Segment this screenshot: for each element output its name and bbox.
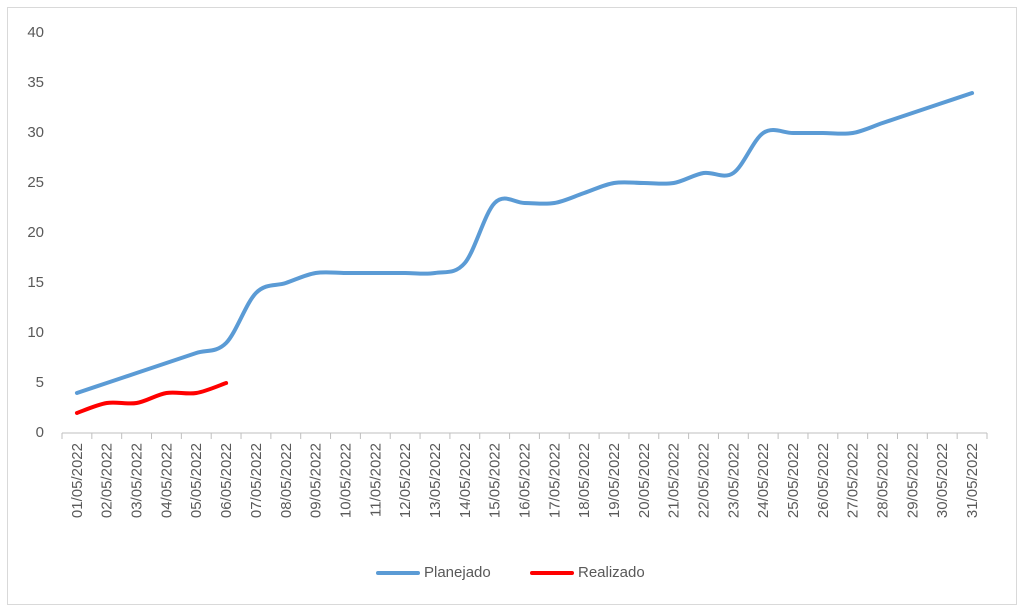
- x-tick-label: 28/05/2022: [875, 443, 892, 518]
- x-tick-label: 03/05/2022: [129, 443, 146, 518]
- x-tick-label: 09/05/2022: [308, 443, 325, 518]
- chart-border: [7, 7, 1017, 605]
- y-tick-label: 10: [27, 324, 44, 341]
- y-tick-label: 25: [27, 174, 44, 191]
- x-tick-label: 15/05/2022: [487, 443, 504, 518]
- x-tick-label: 18/05/2022: [576, 443, 593, 518]
- y-tick-label: 0: [36, 424, 44, 441]
- y-tick-label: 30: [27, 124, 44, 141]
- x-tick-label: 04/05/2022: [158, 443, 175, 518]
- x-tick-label: 06/05/2022: [218, 443, 235, 518]
- x-tick-label: 08/05/2022: [278, 443, 295, 518]
- legend-label: Realizado: [578, 564, 645, 581]
- x-tick-label: 17/05/2022: [546, 443, 563, 518]
- x-tick-label: 19/05/2022: [606, 443, 623, 518]
- x-tick-label: 25/05/2022: [785, 443, 802, 518]
- x-tick-label: 12/05/2022: [397, 443, 414, 518]
- y-tick-label: 15: [27, 274, 44, 291]
- y-tick-label: 35: [27, 74, 44, 91]
- legend-label: Planejado: [424, 564, 491, 581]
- x-tick-label: 26/05/2022: [815, 443, 832, 518]
- y-tick-label: 20: [27, 224, 44, 241]
- x-tick-label: 20/05/2022: [636, 443, 653, 518]
- x-tick-label: 23/05/2022: [725, 443, 742, 518]
- x-tick-label: 16/05/2022: [516, 443, 533, 518]
- x-tick-label: 07/05/2022: [248, 443, 265, 518]
- x-tick-label: 29/05/2022: [904, 443, 921, 518]
- x-tick-label: 10/05/2022: [337, 443, 354, 518]
- x-tick-label: 27/05/2022: [845, 443, 862, 518]
- x-tick-label: 31/05/2022: [964, 443, 981, 518]
- x-tick-label: 24/05/2022: [755, 443, 772, 518]
- x-tick-label: 02/05/2022: [99, 443, 116, 518]
- x-tick-label: 13/05/2022: [427, 443, 444, 518]
- y-tick-label: 40: [27, 24, 44, 41]
- x-tick-label: 05/05/2022: [188, 443, 205, 518]
- x-tick-label: 14/05/2022: [457, 443, 474, 518]
- line-series: [74, 91, 975, 395]
- y-tick-label: 5: [36, 374, 44, 391]
- x-tick-label: 11/05/2022: [367, 443, 384, 517]
- line-series: [74, 381, 229, 415]
- x-tick-label: 22/05/2022: [696, 443, 713, 518]
- x-tick-label: 30/05/2022: [934, 443, 951, 518]
- x-tick-label: 21/05/2022: [666, 443, 683, 518]
- x-tick-label: 01/05/2022: [69, 443, 86, 518]
